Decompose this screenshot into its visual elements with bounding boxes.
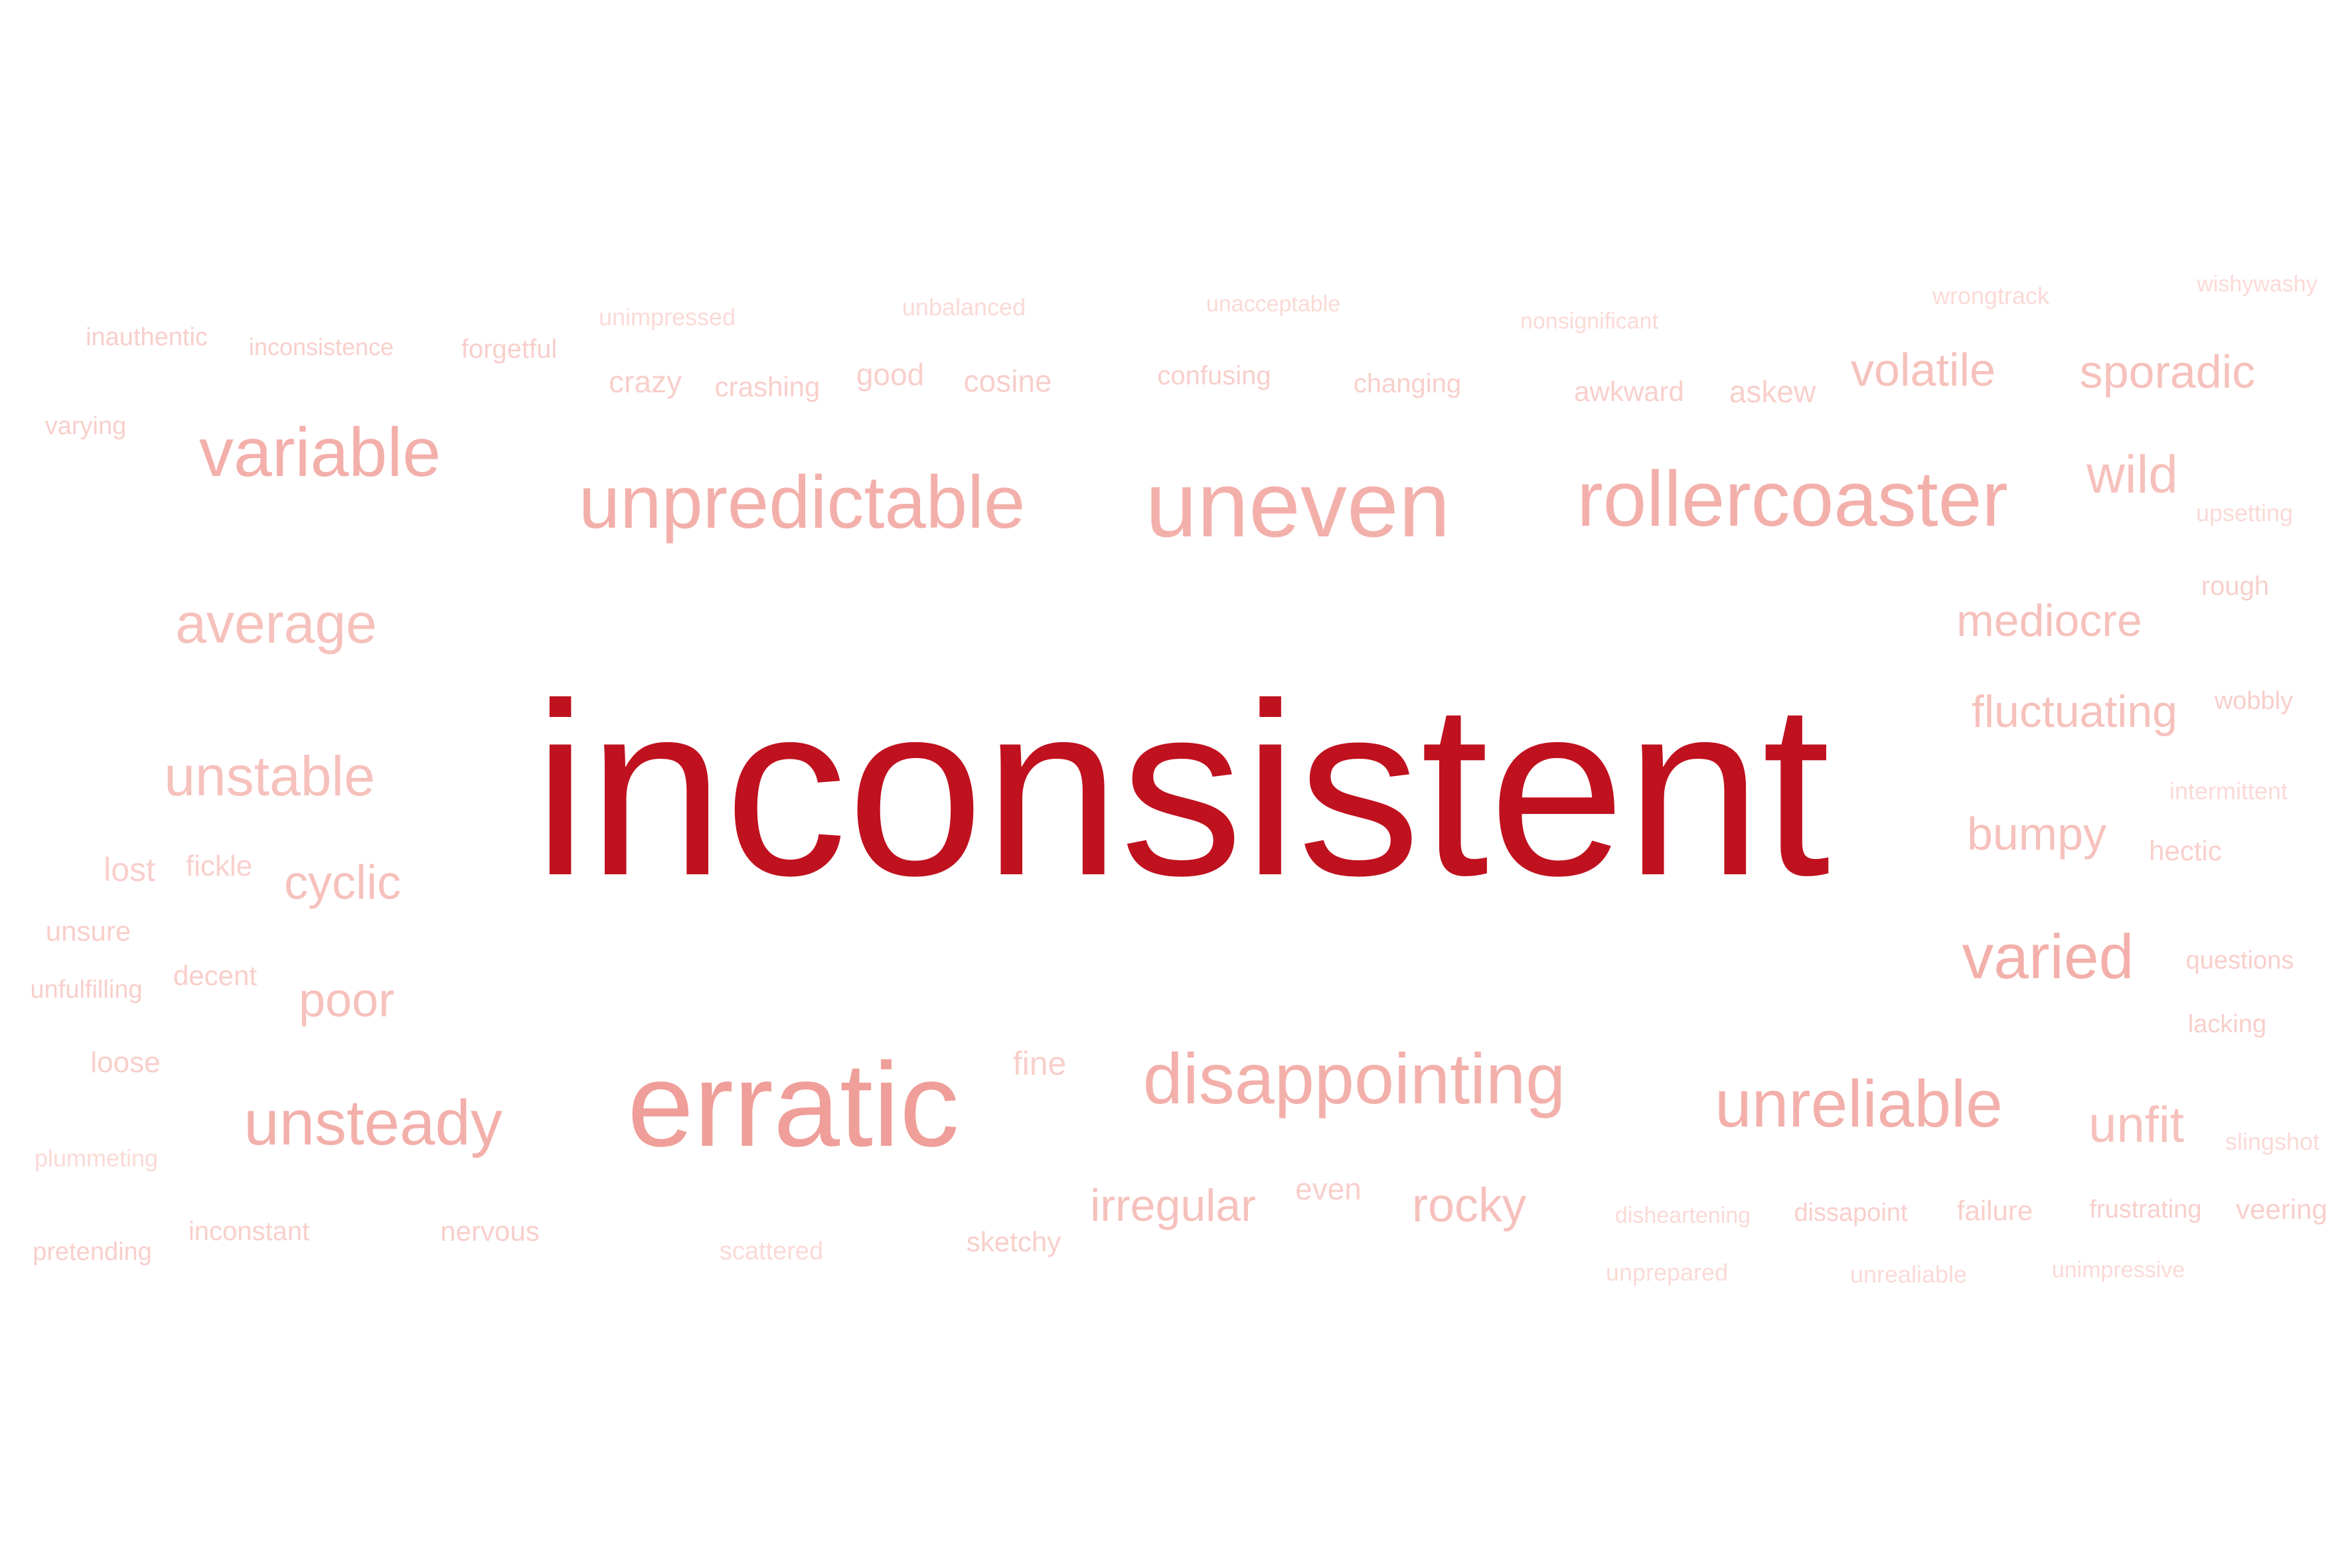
word-bumpy: bumpy [1966, 808, 2107, 860]
word-wishywashy: wishywashy [2197, 272, 2317, 297]
word-varying: varying [44, 412, 127, 440]
word-varied: varied [1962, 921, 2134, 992]
word-unpredictable: unpredictable [578, 461, 1026, 544]
word-askew: askew [1729, 374, 1816, 409]
word-unsteady: unsteady [244, 1087, 503, 1158]
word-forgetful: forgetful [461, 335, 558, 364]
word-veering: veering [2236, 1194, 2327, 1225]
word-unstable: unstable [164, 745, 375, 807]
word-confusing: confusing [1157, 361, 1271, 390]
word-awkward: awkward [1574, 376, 1684, 407]
word-nervous: nervous [440, 1215, 540, 1247]
word-failure: failure [1956, 1195, 2033, 1226]
word-unreliable: unreliable [1715, 1067, 2003, 1141]
word-inauthentic: inauthentic [86, 323, 208, 351]
word-fine: fine [1012, 1045, 1067, 1082]
word-rollercoaster: rollercoaster [1577, 455, 2008, 543]
word-disheartening: disheartening [1614, 1203, 1751, 1228]
word-unfulfilling: unfulfilling [30, 976, 143, 1004]
word-unimpressed: unimpressed [598, 303, 736, 331]
word-cosine: cosine [963, 364, 1052, 398]
word-poor: poor [298, 974, 395, 1027]
word-frustrating: frustrating [2089, 1196, 2202, 1223]
word-upsetting: upsetting [2195, 499, 2294, 526]
word-volatile: volatile [1851, 344, 1996, 396]
word-changing: changing [1353, 369, 1462, 398]
word-lacking: lacking [2187, 1010, 2267, 1038]
word-average: average [175, 592, 377, 655]
word-pretending: pretending [33, 1238, 152, 1266]
word-wrongtrack: wrongtrack [1932, 282, 2050, 309]
word-even: even [1295, 1172, 1362, 1206]
word-crazy: crazy [609, 364, 682, 399]
word-unimpressive: unimpressive [2051, 1257, 2185, 1283]
word-inconsistence: inconsistence [248, 333, 394, 360]
word-unbalanced: unbalanced [902, 293, 1026, 321]
word-uneven: uneven [1145, 452, 1450, 556]
word-nonsignificant: nonsignificant [1520, 309, 1658, 334]
word-fluctuating: fluctuating [1972, 686, 2177, 737]
word-lost: lost [104, 851, 155, 888]
word-unfit: unfit [2088, 1097, 2184, 1153]
word-questions: questions [2185, 947, 2294, 975]
word-decent: decent [173, 960, 258, 991]
word-loose: loose [90, 1046, 161, 1079]
word-cyclic: cyclic [284, 856, 401, 909]
word-wobbly: wobbly [2214, 687, 2294, 715]
word-good: good [856, 357, 925, 392]
word-dissapoint: dissapoint [1794, 1199, 1908, 1227]
word-wild: wild [2086, 445, 2178, 504]
word-fickle: fickle [185, 850, 253, 882]
word-mediocre: mediocre [1956, 595, 2142, 646]
word-plummeting: plummeting [34, 1144, 159, 1172]
word-scattered: scattered [719, 1237, 824, 1265]
word-variable: variable [198, 414, 441, 491]
word-irregular: irregular [1090, 1180, 1256, 1231]
word-disappointing: disappointing [1142, 1038, 1566, 1119]
word-unprepared: unprepared [1605, 1259, 1729, 1286]
word-inconsistent: inconsistent [533, 653, 1830, 927]
word-sketchy: sketchy [966, 1226, 1061, 1257]
word-crashing: crashing [714, 371, 821, 402]
word-rough: rough [2201, 572, 2270, 601]
word-unacceptable: unacceptable [1206, 291, 1341, 317]
word-unsure: unsure [45, 915, 131, 947]
word-slingshot: slingshot [2225, 1128, 2320, 1155]
word-hectic: hectic [2149, 835, 2222, 866]
word-sporadic: sporadic [2079, 346, 2256, 398]
word-inconstant: inconstant [188, 1217, 310, 1246]
word-erratic: erratic [627, 1038, 960, 1172]
word-rocky: rocky [1411, 1179, 1527, 1232]
word-intermittent: intermittent [2169, 777, 2288, 805]
word-unrealiable: unrealiable [1849, 1261, 1968, 1288]
